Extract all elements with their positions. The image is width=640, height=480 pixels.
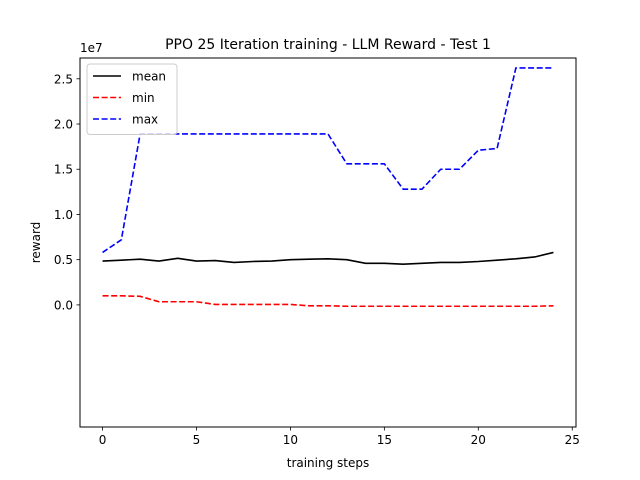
chart-title: PPO 25 Iteration training - LLM Reward -… xyxy=(165,37,491,53)
y-tick-label: 0.0 xyxy=(54,298,73,312)
legend-label-max: max xyxy=(132,113,158,127)
x-tick-label: 25 xyxy=(565,433,580,447)
y-tick-label: 1.5 xyxy=(54,163,73,177)
series-line-max xyxy=(102,67,554,254)
x-tick-label: 5 xyxy=(193,433,201,447)
axes-frame xyxy=(79,57,577,428)
y-tick-label: 2.0 xyxy=(54,118,73,132)
y-axis-label: reward xyxy=(29,222,43,264)
y-tick-label: 1.0 xyxy=(54,208,73,222)
legend-label-min: min xyxy=(132,91,155,105)
legend-label-mean: mean xyxy=(132,70,166,84)
x-tick-label: 10 xyxy=(283,433,298,447)
x-tick-label: 20 xyxy=(471,433,486,447)
series-line-mean xyxy=(102,251,554,266)
x-tick-label: 15 xyxy=(377,433,392,447)
x-tick-label: 0 xyxy=(99,433,107,447)
x-axis-label: training steps xyxy=(287,456,370,470)
y-tick-label: 2.5 xyxy=(54,72,73,86)
plot-area xyxy=(102,67,554,308)
y-offset-label: 1e7 xyxy=(80,41,103,55)
legend: mean min max xyxy=(86,63,178,135)
legend-box xyxy=(86,63,178,135)
y-tick-label: 0.5 xyxy=(54,253,73,267)
series-line-min xyxy=(102,295,554,308)
